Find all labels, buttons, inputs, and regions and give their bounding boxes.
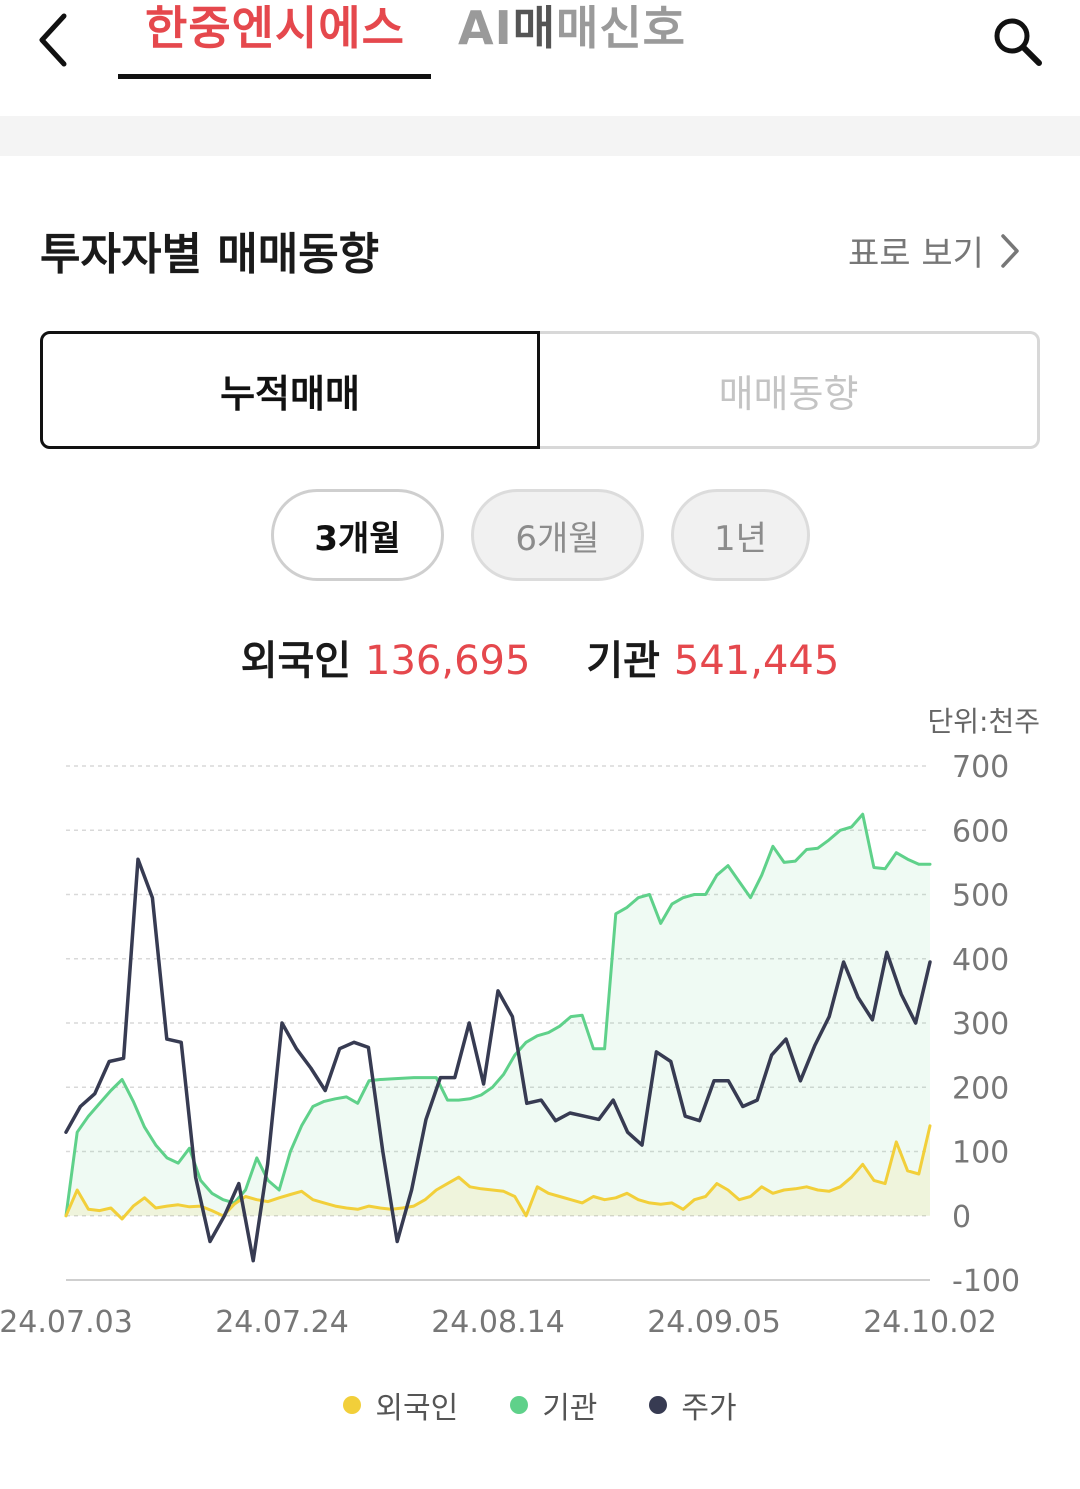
legend-institution-dot — [510, 1396, 529, 1414]
chart-legend: 외국인 기관 주가 — [0, 1383, 1080, 1427]
active-tab-indicator — [118, 74, 431, 79]
x-tick-label: 24.07.03 — [0, 1305, 133, 1340]
series-area-institution — [66, 814, 930, 1216]
chart-grid — [66, 765, 930, 1281]
chevron-left-icon — [39, 13, 67, 67]
tab-stock-name[interactable]: 한중엔시에스 — [145, 1, 405, 55]
legend-price[interactable]: 주가 — [649, 1383, 737, 1427]
institution-value: 541,445 — [673, 638, 840, 684]
tab-ai-strong: 매 — [512, 1, 557, 55]
y-tick-label: 100 — [952, 1136, 1009, 1171]
period-6m-button[interactable]: 6개월 — [471, 489, 644, 581]
chevron-right-icon — [1001, 233, 1019, 268]
foreign-label: 외국인 — [240, 638, 352, 684]
view-table-label: 표로 보기 — [848, 234, 984, 274]
tab-ai-rest: 매신호 — [556, 1, 687, 55]
legend-institution-label: 기관 — [542, 1391, 598, 1426]
investor-summary: 외국인 136,695 기관 541,445 — [0, 628, 1080, 686]
segment-trading-trend[interactable]: 매매동향 — [540, 331, 1040, 449]
series-area-foreign — [66, 1125, 930, 1219]
legend-price-dot — [649, 1396, 668, 1414]
view-table-link[interactable]: 표로 보기 — [848, 226, 1022, 275]
foreign-value: 136,695 — [365, 638, 531, 684]
series-line-foreign — [64, 1124, 932, 1221]
y-tick-label: 300 — [952, 1007, 1009, 1042]
section-divider — [0, 116, 1080, 156]
back-button[interactable] — [30, 8, 80, 68]
chart-areas — [66, 814, 930, 1219]
search-button[interactable] — [985, 6, 1049, 70]
y-tick-label: 500 — [952, 879, 1009, 914]
legend-foreign[interactable]: 외국인 — [343, 1383, 458, 1427]
y-tick-label: -100 — [952, 1264, 1020, 1299]
chart-lines — [64, 812, 932, 1263]
segment-cumulative[interactable]: 누적매매 — [40, 331, 540, 449]
y-tick-label: 600 — [952, 814, 1009, 849]
series-line-price — [64, 857, 932, 1263]
x-tick-label: 24.10.02 — [863, 1305, 997, 1340]
legend-price-label: 주가 — [681, 1391, 737, 1426]
x-axis-ticks: 24.07.03 24.07.24 24.08.14 24.09.05 24.10.02 — [0, 1305, 997, 1340]
y-tick-label: 400 — [952, 943, 1009, 978]
search-icon — [994, 18, 1042, 66]
section-title: 투자자별 매매동향 — [40, 229, 380, 280]
y-tick-label: 200 — [952, 1071, 1009, 1106]
y-tick-label: 0 — [952, 1200, 971, 1235]
x-tick-label: 24.08.14 — [431, 1305, 565, 1340]
tab-ai-prefix: AI — [458, 1, 513, 55]
tab-ai-signal[interactable]: AI매매신호 — [458, 0, 686, 60]
y-tick-label: 700 — [952, 750, 1009, 785]
legend-foreign-dot — [343, 1396, 362, 1414]
legend-foreign-label: 외국인 — [375, 1391, 459, 1426]
period-1y-button[interactable]: 1년 — [671, 489, 810, 581]
legend-institution[interactable]: 기관 — [510, 1383, 597, 1427]
x-tick-label: 24.09.05 — [647, 1305, 781, 1340]
x-tick-label: 24.07.24 — [215, 1305, 349, 1340]
period-3m-button[interactable]: 3개월 — [271, 489, 444, 581]
institution-label: 기관 — [586, 638, 660, 684]
unit-label: 단위:천주 — [927, 705, 1040, 738]
series-line-institution — [64, 812, 932, 1218]
y-axis-ticks: 700 600 500 400 300 200 100 0 -100 — [952, 750, 1020, 1299]
top-app-bar: 한중엔시에스 AI매매신호 — [0, 0, 1080, 116]
